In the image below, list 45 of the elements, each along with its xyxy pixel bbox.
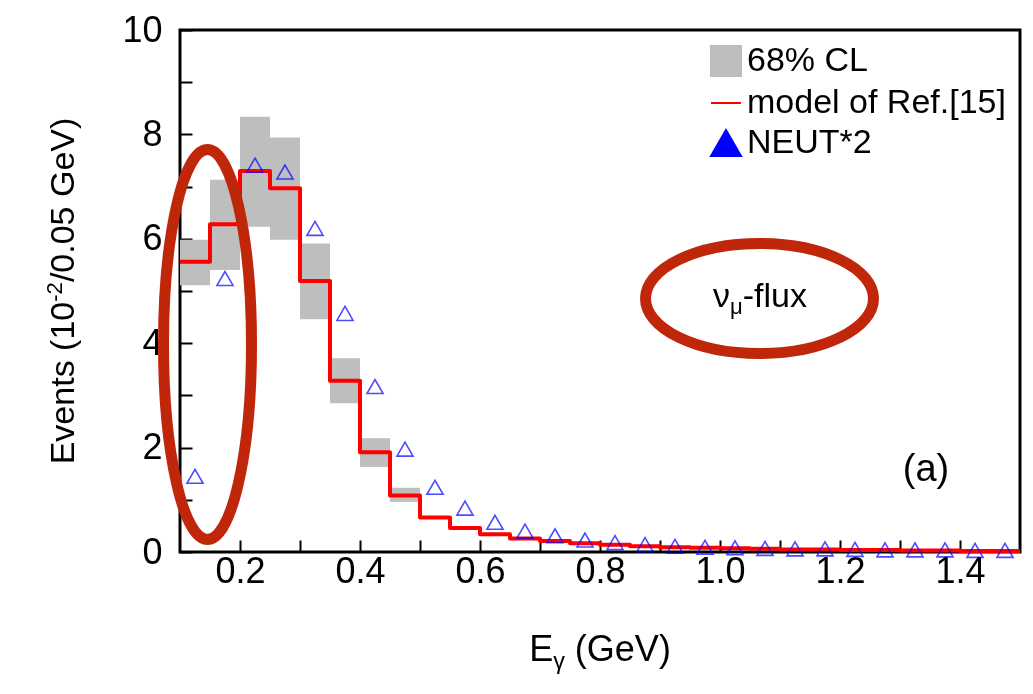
point	[876, 542, 894, 558]
point	[246, 157, 264, 173]
y-tick-label: 2	[142, 426, 163, 468]
point	[816, 541, 834, 557]
annotation: ν$_{μ}$-flux	[713, 275, 807, 321]
point	[936, 542, 954, 558]
point	[396, 441, 414, 457]
y-tick-label: 6	[142, 217, 163, 259]
y-tick-label: 0	[142, 530, 163, 572]
point	[486, 514, 504, 531]
point	[846, 541, 864, 558]
point	[216, 270, 234, 287]
point	[786, 541, 804, 557]
point	[336, 305, 354, 322]
point	[726, 540, 744, 556]
point	[306, 220, 324, 237]
point	[756, 540, 774, 557]
point	[606, 534, 624, 551]
point	[576, 532, 594, 548]
point	[366, 378, 384, 395]
x-tick-label: 1.0	[695, 549, 746, 591]
point	[696, 539, 714, 556]
point	[516, 523, 534, 539]
x-tick-label: 1.4	[935, 549, 986, 591]
annotation: (a)	[902, 446, 950, 490]
legend-label: 68% CL	[747, 40, 868, 78]
point	[636, 536, 654, 553]
x-tick-label: 0.8	[575, 549, 626, 591]
point	[186, 468, 204, 485]
x-tick-label: 0.6	[455, 549, 506, 591]
point	[666, 538, 684, 555]
x-tick-label: 0.2	[215, 549, 266, 591]
legend-label: NEUT*2	[747, 122, 872, 160]
legend-label: model of Ref.[15]	[747, 82, 1006, 120]
x-tick-label: 0.4	[335, 549, 386, 591]
point	[906, 542, 924, 558]
y-tick-label: 10	[122, 8, 163, 50]
point	[276, 164, 294, 180]
x-axis-title: E$_{γ}$ (GeV)	[529, 628, 671, 676]
point	[426, 479, 444, 496]
y-tick-label: 8	[142, 112, 163, 154]
point	[546, 528, 564, 544]
point	[456, 500, 474, 516]
point	[996, 542, 1014, 559]
x-tick-label: 1.2	[815, 549, 866, 591]
